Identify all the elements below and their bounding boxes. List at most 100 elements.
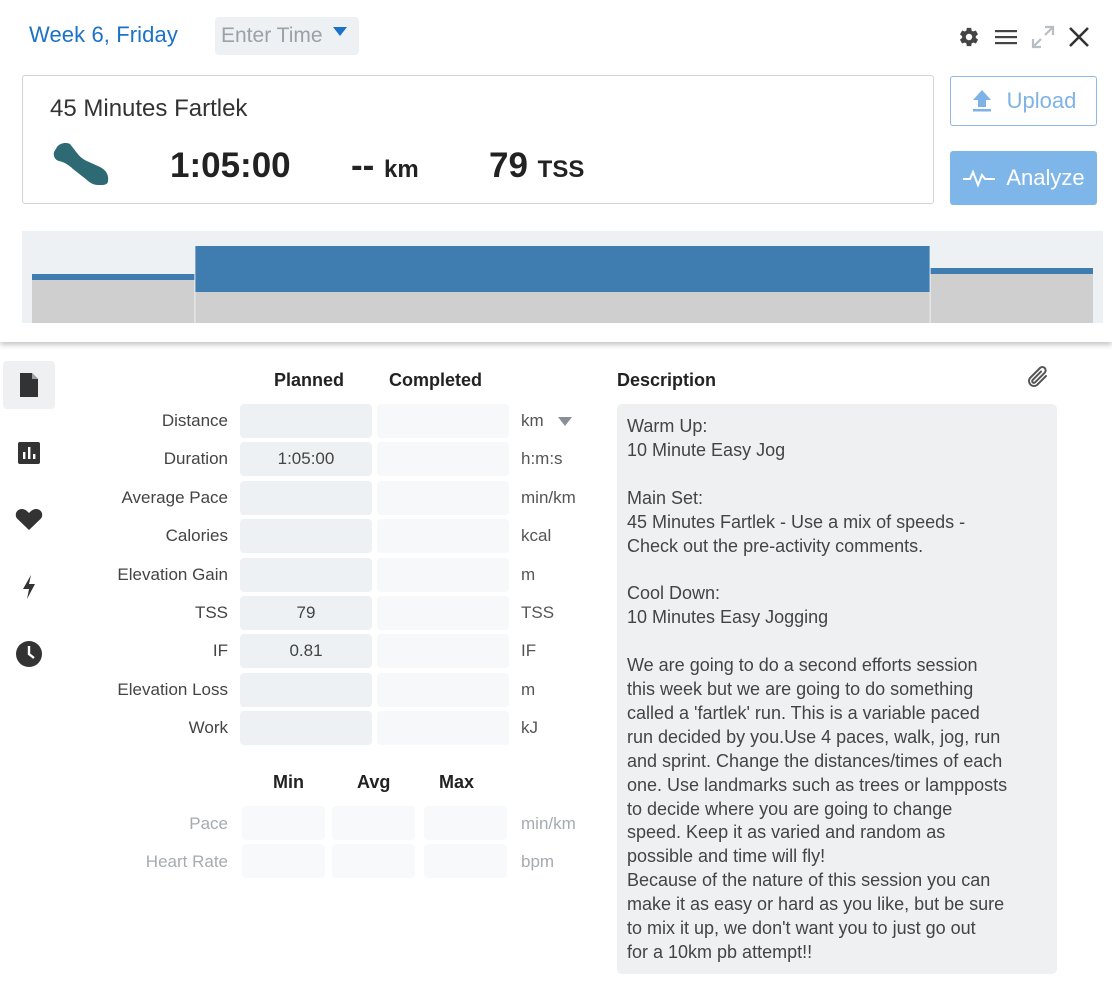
planned-input[interactable]: 79 bbox=[240, 596, 372, 630]
completed-input[interactable] bbox=[377, 711, 509, 746]
description-text[interactable]: Warm Up: 10 Minute Easy Jog Main Set: 45… bbox=[617, 404, 1057, 974]
completed-input[interactable] bbox=[377, 557, 509, 592]
clock-icon bbox=[16, 641, 42, 667]
max-input[interactable] bbox=[424, 844, 507, 878]
avg-header: Avg bbox=[357, 772, 391, 792]
step-band bbox=[930, 274, 1093, 323]
running-shoe-icon bbox=[53, 143, 109, 185]
metric-label: IF bbox=[212, 641, 228, 661]
avg-input[interactable] bbox=[332, 844, 415, 878]
range-label: Heart Rate bbox=[145, 852, 228, 871]
metric-unit: h:m:s bbox=[521, 449, 563, 469]
lightning-icon bbox=[23, 575, 35, 599]
planned-duration: 1:05:00 bbox=[170, 146, 291, 185]
metric-unit: m bbox=[521, 679, 536, 699]
menu-button[interactable] bbox=[991, 22, 1021, 52]
time-select[interactable]: Enter Time bbox=[215, 17, 359, 55]
side-nav-charts[interactable] bbox=[3, 429, 55, 477]
day-title: Week 6, Friday bbox=[29, 22, 178, 47]
metric-unit: min/km bbox=[521, 487, 576, 507]
workout-structure-graph[interactable] bbox=[22, 231, 1103, 323]
step-bar[interactable] bbox=[930, 268, 1093, 274]
paperclip-icon[interactable] bbox=[1024, 364, 1052, 392]
completed-input[interactable] bbox=[377, 404, 509, 438]
min-header: Min bbox=[273, 772, 304, 792]
planned-tss: 79 TSS bbox=[489, 146, 584, 186]
planned-header: Planned bbox=[274, 370, 345, 390]
upload-icon bbox=[972, 90, 991, 112]
metric-label: TSS bbox=[194, 603, 228, 622]
tss-value: 79 bbox=[489, 146, 528, 185]
workout-structure-svg bbox=[32, 246, 1093, 323]
completed-input[interactable] bbox=[377, 442, 509, 477]
metric-label: Elevation Gain bbox=[117, 564, 228, 584]
distance-unit: km bbox=[384, 156, 419, 183]
side-nav-power[interactable] bbox=[3, 563, 55, 611]
menu-icon bbox=[995, 30, 1017, 45]
completed-input[interactable] bbox=[377, 519, 509, 554]
metric-label: Calories bbox=[165, 526, 228, 546]
metric-label: Elevation Loss bbox=[117, 679, 228, 699]
planned-input[interactable]: 1:05:00 bbox=[240, 442, 372, 477]
upload-button[interactable]: Upload bbox=[950, 76, 1097, 126]
max-header: Max bbox=[439, 772, 475, 792]
close-button[interactable] bbox=[1064, 22, 1094, 52]
avg-input[interactable] bbox=[332, 806, 415, 840]
completed-input[interactable] bbox=[377, 480, 509, 515]
metric-label: Work bbox=[188, 718, 228, 738]
range-label: Pace bbox=[189, 814, 228, 833]
description-header: Description bbox=[617, 370, 717, 390]
bar-chart-icon bbox=[18, 442, 40, 464]
planned-input[interactable] bbox=[240, 557, 372, 592]
planned-input[interactable] bbox=[240, 480, 372, 515]
distance-unit-caret-icon[interactable] bbox=[558, 417, 572, 426]
workout-header-panel: Week 6, Friday Enter Time 45 Minutes Far… bbox=[0, 0, 1112, 342]
metric-label: Average Pace bbox=[121, 487, 228, 507]
completed-input[interactable] bbox=[377, 596, 509, 630]
metric-label: Distance bbox=[161, 411, 228, 430]
completed-input[interactable] bbox=[377, 634, 509, 669]
max-input[interactable] bbox=[424, 806, 507, 840]
metric-unit: IF bbox=[521, 641, 537, 661]
step-bar[interactable] bbox=[195, 246, 930, 292]
planned-input[interactable] bbox=[240, 404, 372, 438]
min-input[interactable] bbox=[242, 806, 325, 840]
completed-input[interactable] bbox=[377, 672, 509, 707]
planned-input[interactable] bbox=[240, 672, 372, 707]
min-input[interactable] bbox=[242, 844, 325, 878]
metric-unit: kJ bbox=[521, 718, 538, 738]
time-select-placeholder: Enter Time bbox=[221, 24, 323, 47]
metric-unit: km bbox=[521, 411, 544, 430]
planned-input[interactable] bbox=[240, 711, 372, 746]
side-nav-details[interactable] bbox=[3, 361, 55, 409]
tss-unit: TSS bbox=[537, 156, 585, 183]
step-band bbox=[32, 280, 195, 323]
metric-label: Duration bbox=[163, 449, 228, 469]
caret-down-icon bbox=[333, 27, 347, 36]
metric-unit: TSS bbox=[521, 603, 555, 622]
range-unit: bpm bbox=[521, 852, 555, 871]
completed-header: Completed bbox=[389, 370, 483, 390]
pulse-icon bbox=[963, 169, 996, 188]
analyze-button[interactable]: Analyze bbox=[950, 151, 1097, 205]
metric-unit: kcal bbox=[521, 526, 552, 546]
workout-summary-card: 45 Minutes Fartlek 1:05:00 -- km 79 TSS bbox=[22, 75, 934, 204]
step-bar[interactable] bbox=[32, 274, 195, 280]
workout-title: 45 Minutes Fartlek bbox=[50, 95, 248, 122]
side-nav-heart-rate[interactable] bbox=[3, 495, 55, 543]
document-icon bbox=[20, 373, 38, 397]
metric-unit: m bbox=[521, 564, 536, 584]
planned-input[interactable]: 0.81 bbox=[240, 634, 372, 669]
side-nav-time[interactable] bbox=[3, 630, 55, 678]
gear-icon bbox=[960, 27, 978, 47]
step-band bbox=[195, 292, 930, 323]
heart-icon bbox=[15, 509, 43, 530]
planned-input[interactable] bbox=[240, 519, 372, 554]
range-unit: min/km bbox=[521, 814, 576, 833]
settings-button[interactable] bbox=[954, 22, 984, 52]
analyze-label: Analyze bbox=[1006, 165, 1085, 190]
expand-icon bbox=[1031, 25, 1055, 49]
expand-button[interactable] bbox=[1028, 22, 1058, 52]
distance-value: -- bbox=[351, 146, 375, 185]
close-icon bbox=[1069, 27, 1089, 47]
